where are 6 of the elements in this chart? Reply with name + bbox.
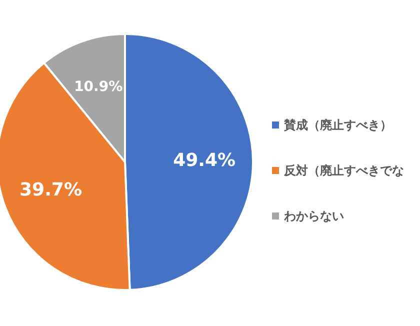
data-label: 10.9%: [74, 79, 123, 96]
legend-label: 賛成（廃止すべき）: [283, 118, 392, 132]
data-label: 49.4%: [173, 150, 236, 172]
legend-label: 反対（廃止すべきでな: [283, 164, 404, 178]
data-label: 39.7%: [20, 180, 82, 201]
legend-label: わからない: [283, 209, 344, 223]
